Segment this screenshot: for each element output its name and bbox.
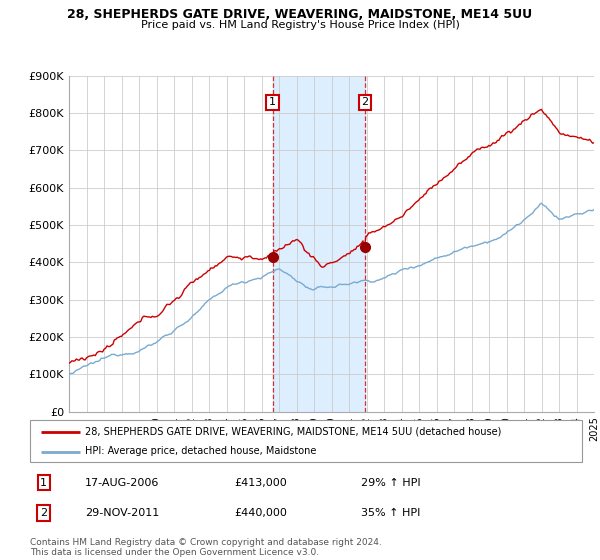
Text: £413,000: £413,000 xyxy=(234,478,287,488)
Text: 28, SHEPHERDS GATE DRIVE, WEAVERING, MAIDSTONE, ME14 5UU (detached house): 28, SHEPHERDS GATE DRIVE, WEAVERING, MAI… xyxy=(85,427,502,437)
Text: Price paid vs. HM Land Registry's House Price Index (HPI): Price paid vs. HM Land Registry's House … xyxy=(140,20,460,30)
Text: 28, SHEPHERDS GATE DRIVE, WEAVERING, MAIDSTONE, ME14 5UU: 28, SHEPHERDS GATE DRIVE, WEAVERING, MAI… xyxy=(67,8,533,21)
Text: HPI: Average price, detached house, Maidstone: HPI: Average price, detached house, Maid… xyxy=(85,446,317,456)
Bar xyxy=(272,76,365,412)
FancyBboxPatch shape xyxy=(30,420,582,462)
Text: 1: 1 xyxy=(269,97,276,108)
Text: Contains HM Land Registry data © Crown copyright and database right 2024.
This d: Contains HM Land Registry data © Crown c… xyxy=(30,538,382,557)
Text: 1: 1 xyxy=(40,478,47,488)
Text: 2: 2 xyxy=(361,97,368,108)
Text: £440,000: £440,000 xyxy=(234,508,287,518)
Text: 29-NOV-2011: 29-NOV-2011 xyxy=(85,508,160,518)
Text: 17-AUG-2006: 17-AUG-2006 xyxy=(85,478,160,488)
Text: 2: 2 xyxy=(40,508,47,518)
Text: 35% ↑ HPI: 35% ↑ HPI xyxy=(361,508,421,518)
Text: 29% ↑ HPI: 29% ↑ HPI xyxy=(361,478,421,488)
